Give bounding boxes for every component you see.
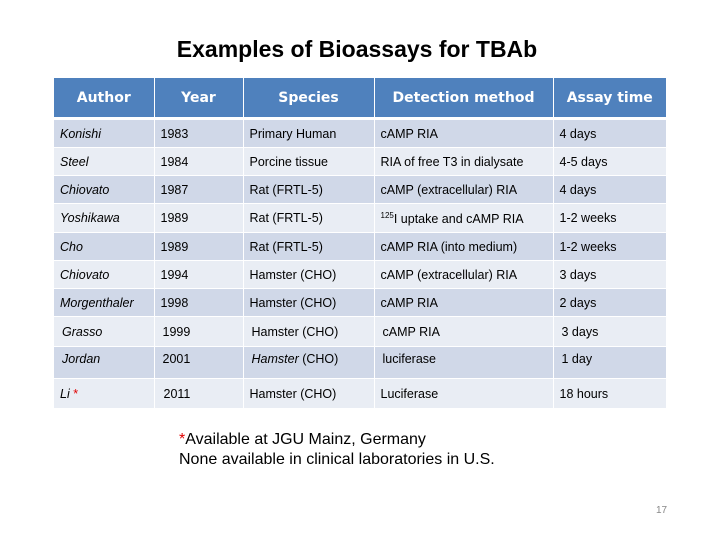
- table-row: Yoshikawa 1989 Rat (FRTL-5) 125I uptake …: [54, 203, 666, 233]
- bioassay-table: Author Year Species Detection method Ass…: [54, 78, 666, 409]
- cell-species: Hamster (CHO): [243, 378, 375, 409]
- cell-time: 1-2 weeks: [553, 232, 666, 261]
- header-species: Species: [243, 78, 375, 120]
- cell-year: 1998: [154, 288, 244, 317]
- table-row: Grasso 1999 Hamster (CHO) cAMP RIA 3 day…: [54, 316, 666, 347]
- header-author: Author: [54, 78, 155, 120]
- cell-time: 4 days: [553, 175, 666, 204]
- cell-species: Hamster (CHO): [243, 260, 375, 289]
- cell-author: Yoshikawa: [54, 203, 155, 233]
- cell-author: Morgenthaler: [54, 288, 155, 317]
- cell-year: 1989: [154, 203, 244, 233]
- cell-species: Hamster (CHO): [243, 288, 375, 317]
- cell-method: cAMP (extracellular) RIA: [374, 175, 554, 204]
- table-row: Morgenthaler 1998 Hamster (CHO) cAMP RIA…: [54, 288, 666, 317]
- cell-author: Chiovato: [54, 175, 155, 204]
- cell-year: 1983: [154, 118, 244, 148]
- cell-author: Steel: [54, 147, 155, 176]
- header-detection-method: Detection method: [374, 78, 554, 120]
- cell-species: Hamster (CHO): [243, 316, 375, 347]
- cell-year: 2011: [154, 378, 244, 409]
- cell-method: cAMP RIA: [374, 316, 554, 347]
- slide-title: Examples of Bioassays for TBAb: [176, 36, 538, 62]
- cell-year: 1984: [154, 147, 244, 176]
- cell-author: Grasso: [54, 316, 155, 347]
- header-assay-time: Assay time: [553, 78, 666, 120]
- cell-method: cAMP RIA: [374, 288, 554, 317]
- cell-year: 1987: [154, 175, 244, 204]
- cell-method: cAMP (extracellular) RIA: [374, 260, 554, 289]
- cell-species: Rat (FRTL-5): [243, 175, 375, 204]
- cell-method: luciferase: [374, 346, 554, 379]
- cell-year: 1999: [154, 316, 244, 347]
- cell-time: 3 days: [553, 260, 666, 289]
- cell-method: cAMP RIA: [374, 118, 554, 148]
- table-row: Jordan 2001 Hamster (CHO) luciferase 1 d…: [54, 346, 666, 379]
- table-row: Steel 1984 Porcine tissue RIA of free T3…: [54, 147, 666, 176]
- table-row: Chiovato 1994 Hamster (CHO) cAMP (extrac…: [54, 260, 666, 289]
- cell-species: Rat (FRTL-5): [243, 203, 375, 233]
- table-row: Konishi 1983 Primary Human cAMP RIA 4 da…: [54, 118, 666, 148]
- isotope-superscript: 125: [380, 210, 394, 220]
- footnote: *Available at JGU Mainz, Germany None av…: [179, 430, 495, 470]
- cell-method: 125I uptake and cAMP RIA: [374, 203, 554, 233]
- cell-time: 1 day: [553, 346, 666, 379]
- cell-time: 4 days: [553, 118, 666, 148]
- cell-author: Jordan: [54, 346, 155, 379]
- asterisk-mark: *: [73, 386, 79, 401]
- cell-species: Porcine tissue: [243, 147, 375, 176]
- cell-time: 3 days: [553, 316, 666, 347]
- table-row: Cho 1989 Rat (FRTL-5) cAMP RIA (into med…: [54, 232, 666, 261]
- cell-time: 1-2 weeks: [553, 203, 666, 233]
- table-row: Chiovato 1987 Rat (FRTL-5) cAMP (extrace…: [54, 175, 666, 204]
- table-row: Li * 2011 Hamster (CHO) Luciferase 18 ho…: [54, 378, 666, 409]
- cell-year: 2001: [154, 346, 244, 379]
- table-header-row: Author Year Species Detection method Ass…: [54, 78, 666, 120]
- cell-species: Hamster (CHO): [243, 346, 375, 379]
- cell-year: 1994: [154, 260, 244, 289]
- footnote-line-2: None available in clinical laboratories …: [179, 451, 495, 468]
- cell-time: 4-5 days: [553, 147, 666, 176]
- cell-author: Chiovato: [54, 260, 155, 289]
- cell-time: 2 days: [553, 288, 666, 317]
- cell-author: Konishi: [54, 118, 155, 148]
- cell-species: Primary Human: [243, 118, 375, 148]
- cell-method: cAMP RIA (into medium): [374, 232, 554, 261]
- asterisk-mark: *: [179, 431, 186, 448]
- footnote-line-1: *Available at JGU Mainz, Germany: [179, 431, 426, 448]
- page-number: 17: [656, 505, 668, 516]
- cell-time: 18 hours: [553, 378, 666, 409]
- cell-author: Li *: [54, 378, 155, 409]
- cell-method: RIA of free T3 in dialysate: [374, 147, 554, 176]
- cell-species: Rat (FRTL-5): [243, 232, 375, 261]
- header-year: Year: [154, 78, 244, 120]
- cell-method: Luciferase: [374, 378, 554, 409]
- cell-author: Cho: [54, 232, 155, 261]
- cell-year: 1989: [154, 232, 244, 261]
